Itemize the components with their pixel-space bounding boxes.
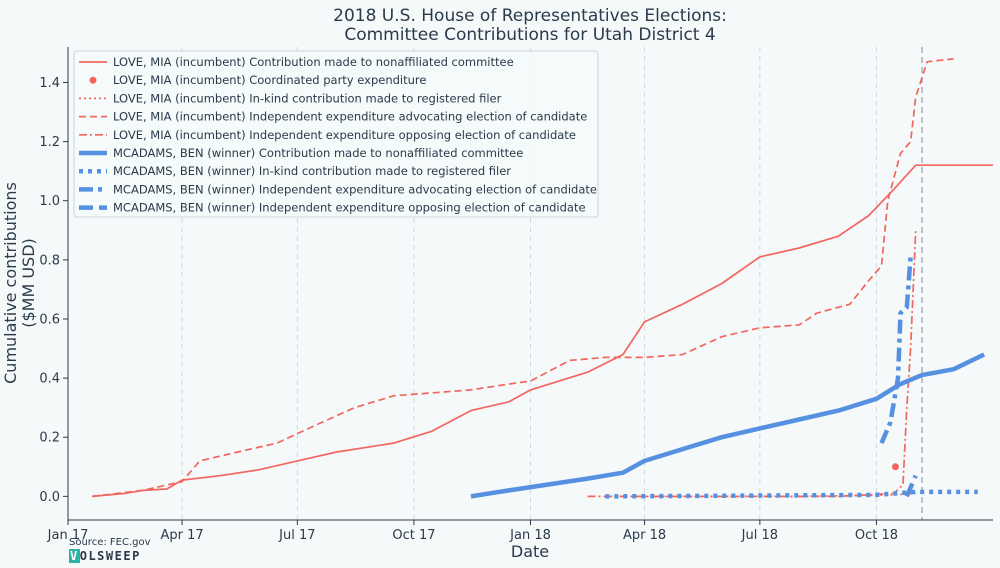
y-tick-label: 0.4 bbox=[39, 372, 60, 387]
mcadams-series-6-line bbox=[470, 352, 986, 499]
y-tick-label: 1.2 bbox=[39, 135, 60, 150]
y-tick-label: 0.6 bbox=[39, 312, 60, 327]
x-tick-label: Apr 18 bbox=[623, 528, 666, 543]
mcadams-series-9-line bbox=[904, 474, 918, 498]
legend-label: MCADAMS, BEN (winner) Independent expend… bbox=[113, 182, 597, 196]
legend-label: LOVE, MIA (incumbent) Independent expend… bbox=[113, 128, 576, 142]
x-tick-label: Jul 17 bbox=[278, 528, 315, 543]
x-tick-label: Oct 18 bbox=[855, 528, 898, 543]
love-series-1-line bbox=[92, 164, 993, 498]
series-layer bbox=[92, 57, 993, 499]
x-tick-label: Jan 18 bbox=[509, 528, 551, 543]
x-tick-label: Jul 18 bbox=[741, 528, 778, 543]
source-note: Source: FEC.gov bbox=[69, 537, 151, 548]
y-tick-label: 1.4 bbox=[39, 76, 60, 91]
logo-wordmark: OLSWEEP bbox=[79, 549, 141, 563]
x-tick-label: Jan 17 bbox=[47, 528, 89, 543]
x-axis-ticks: Jan 17 Apr 17 Jul 17 Oct 17 Jan 18 Apr 18 Jul … bbox=[47, 520, 898, 543]
legend-label: LOVE, MIA (incumbent) Contribution made … bbox=[113, 55, 514, 69]
y-tick-label: 0.2 bbox=[39, 431, 60, 446]
legend-label: LOVE, MIA (incumbent) Coordinated party … bbox=[113, 73, 426, 87]
y-tick-label: 1.0 bbox=[39, 194, 60, 209]
legend-items: LOVE, MIA (incumbent) Contribution made … bbox=[79, 55, 597, 215]
y-axis-title-line-1: Cumulative contributions bbox=[1, 182, 20, 384]
chart-title-line-1: 2018 U.S. House of Representatives Elect… bbox=[333, 6, 727, 26]
y-tick-label: 0.8 bbox=[39, 253, 60, 268]
volsweep-logo: VOLSWEEP bbox=[69, 549, 141, 563]
y-tick-label: 0.0 bbox=[39, 490, 60, 505]
x-tick-label: Apr 17 bbox=[160, 528, 203, 543]
legend-label: LOVE, MIA (incumbent) Independent expend… bbox=[113, 110, 587, 124]
legend: LOVE, MIA (incumbent) Contribution made … bbox=[73, 50, 599, 218]
y-axis-title-line-2: ($MM USD) bbox=[19, 238, 38, 328]
love-series-2-point bbox=[891, 463, 899, 471]
y-axis-ticks: 0.0 0.2 0.4 0.6 0.8 1.0 1.2 1.4 bbox=[39, 76, 68, 505]
legend-label: LOVE, MIA (incumbent) In-kind contributi… bbox=[113, 91, 502, 105]
mcadams-series-8-line bbox=[879, 256, 913, 444]
chart-title-line-2: Committee Contributions for Utah Distric… bbox=[344, 25, 715, 45]
love-series-4-line bbox=[92, 57, 954, 498]
x-axis-title: Date bbox=[511, 542, 549, 561]
legend-label: MCADAMS, BEN (winner) Contribution made … bbox=[113, 146, 523, 160]
legend-marker bbox=[89, 76, 97, 84]
legend-label: MCADAMS, BEN (winner) In-kind contributi… bbox=[113, 164, 511, 178]
logo-mark: V bbox=[69, 549, 80, 563]
legend-box bbox=[73, 50, 599, 218]
x-tick-label: Oct 17 bbox=[392, 528, 435, 543]
love-series-5-line bbox=[587, 230, 917, 498]
grid bbox=[181, 47, 877, 520]
legend-label: MCADAMS, BEN (winner) Independent expend… bbox=[113, 201, 586, 215]
mcadams-series-7-line bbox=[605, 489, 978, 499]
